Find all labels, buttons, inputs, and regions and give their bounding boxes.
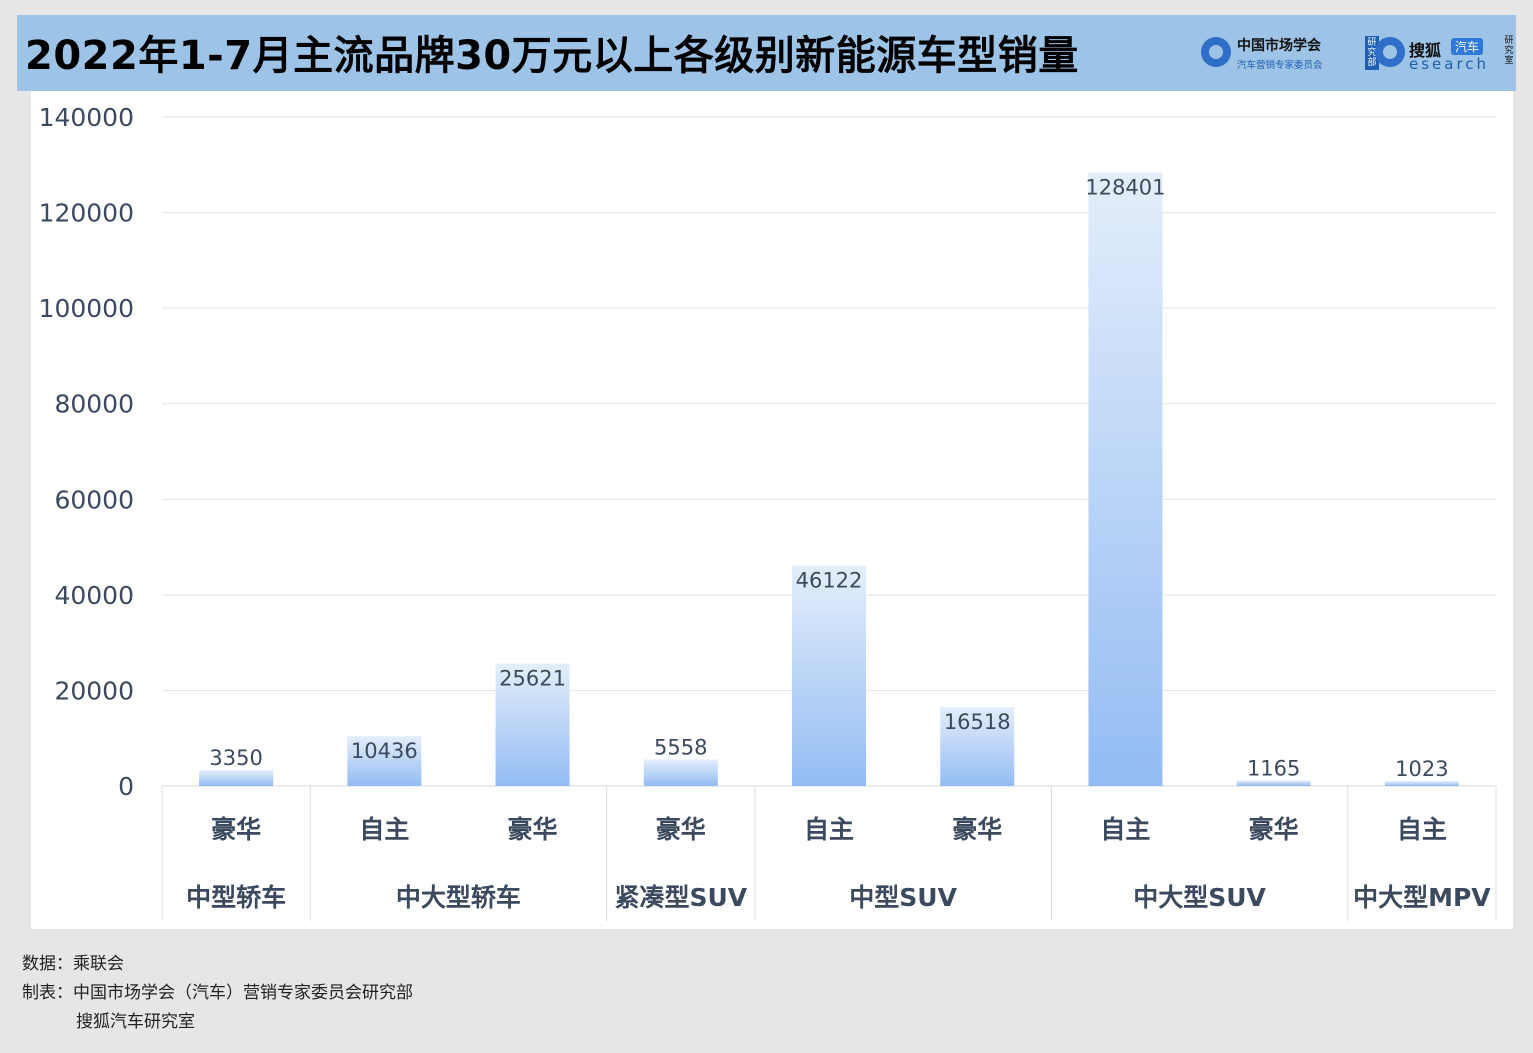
x-category-label: 豪华 [1249,815,1299,844]
x-group-label: 中型SUV [849,883,957,912]
y-tick-label: 120000 [39,199,134,228]
data-label: 25621 [499,667,566,691]
data-label: 5558 [654,735,707,759]
data-label: 46122 [796,569,863,593]
data-label: 16518 [944,710,1011,734]
sohu-logo: 搜狐 汽车 esearch 研究室 [1375,35,1516,75]
data-label: 128401 [1085,175,1165,199]
x-category-label: 自主 [359,815,409,844]
chart-panel [31,91,1513,929]
sohu-logo-vertical: 研究室 [1504,36,1514,66]
bar [495,663,570,786]
header-banner: 2022年1-7月主流品牌30万元以上各级别新能源车型销量 中国市场学会 汽车营… [17,15,1516,91]
bar [1236,780,1311,786]
bar [792,565,866,786]
data-label: 1023 [1395,757,1448,781]
bar [199,769,274,786]
y-tick-label: 80000 [54,390,134,419]
y-tick-label: 60000 [54,485,134,514]
x-category-label: 自主 [1100,815,1150,844]
cms-logo-line2: 汽车营销专家委员会 [1237,60,1323,71]
bar [1384,781,1459,786]
y-tick-label: 40000 [54,581,134,610]
x-category-label: 豪华 [508,815,558,844]
x-category-label: 自主 [1397,815,1447,844]
sohu-logo-mark-icon [1375,37,1405,67]
bar [940,707,1015,786]
bar [643,759,718,786]
bar [347,736,422,786]
sohu-logo-line1: 搜狐 [1409,41,1442,60]
x-category-label: 豪华 [656,815,706,844]
x-group-label: 紧凑型SUV [614,883,747,912]
x-category-label: 自主 [804,815,854,844]
data-source: 数据：乘联会 [22,954,124,974]
data-label: 10436 [351,739,418,763]
x-category-label: 豪华 [952,815,1002,844]
x-group-label: 中型轿车 [186,883,286,912]
data-label: 3350 [209,746,262,770]
data-label: 1165 [1247,756,1300,780]
bar [1088,172,1163,787]
sohu-logo-tag: 汽车 [1451,38,1484,55]
chart-title: 2022年1-7月主流品牌30万元以上各级别新能源车型销量 [25,33,1079,79]
x-category-label: 豪华 [211,815,261,844]
y-tick-label: 100000 [39,294,134,323]
y-tick-label: 140000 [39,103,134,132]
x-group-label: 中大型轿车 [396,883,521,912]
y-tick-label: 0 [118,772,134,801]
cms-logo-mark-icon [1201,37,1231,67]
cms-logo-line1: 中国市场学会 [1237,38,1321,54]
x-group-label: 中大型SUV [1133,883,1266,912]
x-group-label: 中大型MPV [1353,883,1491,912]
footer: 数据：乘联会 制表：中国市场学会（汽车）营销专家委员会研究部 搜狐汽车研究室 [22,950,413,1037]
sohu-logo-line2: esearch [1409,55,1490,73]
y-tick-label: 20000 [54,676,134,705]
chart-maker: 制表：中国市场学会（汽车）营销专家委员会研究部 [22,983,413,1003]
chart-maker-2: 搜狐汽车研究室 [76,1012,195,1032]
